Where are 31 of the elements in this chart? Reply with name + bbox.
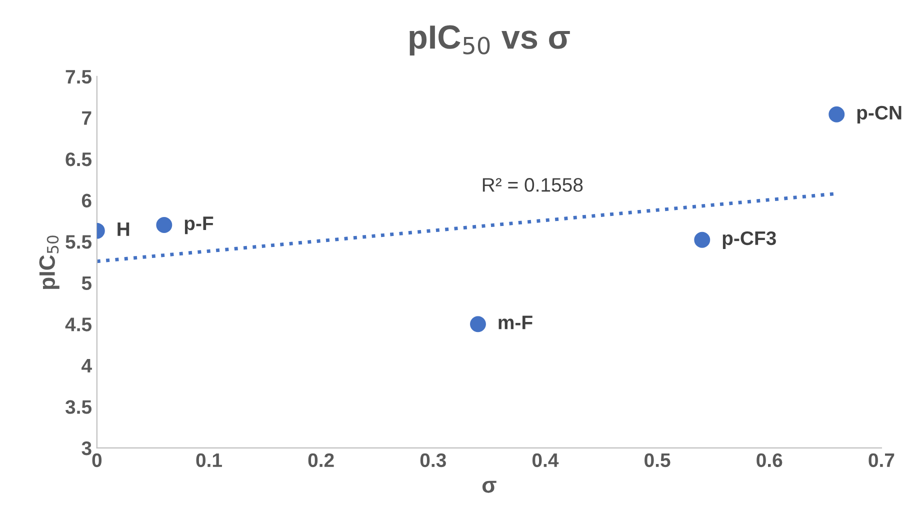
x-tick-label: 0.6 (756, 453, 782, 468)
y-tick-label: 3.5 (65, 400, 92, 414)
point (694, 232, 710, 248)
y-tick-label: 7.5 (66, 70, 92, 84)
point (828, 106, 845, 122)
annotation: m-F (498, 316, 532, 330)
y-tick-label: 4 (82, 359, 92, 372)
x-tick-label: 0.4 (532, 453, 559, 468)
annotation: H (118, 222, 130, 236)
annotation: R² = 0.1558 (482, 178, 583, 192)
y-tick-label: 6 (82, 194, 92, 208)
chart-title: pIC$_{50}$ vs σ (410, 25, 570, 56)
y-tick-label: 7 (82, 111, 92, 125)
point (156, 217, 172, 234)
y-tick-label: 3 (82, 441, 92, 456)
y-tick-label: 6.5 (66, 152, 92, 166)
x-tick-label: 0.1 (196, 453, 222, 468)
x-tick-label: 0.7 (868, 453, 894, 468)
x-tick-label: 0 (92, 453, 102, 468)
x-tick-label: 0.5 (644, 453, 670, 468)
annotation: p-CF3 (722, 231, 776, 249)
y-axis-title: pIC$_{50}$ (39, 236, 60, 289)
annotation: p-CN (857, 106, 902, 124)
annotation: p-F (184, 216, 214, 234)
point (470, 316, 486, 332)
y-tick-label: 5 (82, 276, 92, 290)
y-tick-label: 4.5 (65, 318, 92, 332)
y-tick-label: 5.5 (66, 235, 92, 249)
x-tick-label: 0.2 (308, 453, 334, 468)
x-axis-title: σ (482, 480, 496, 493)
x-tick-label: 0.3 (420, 453, 446, 468)
